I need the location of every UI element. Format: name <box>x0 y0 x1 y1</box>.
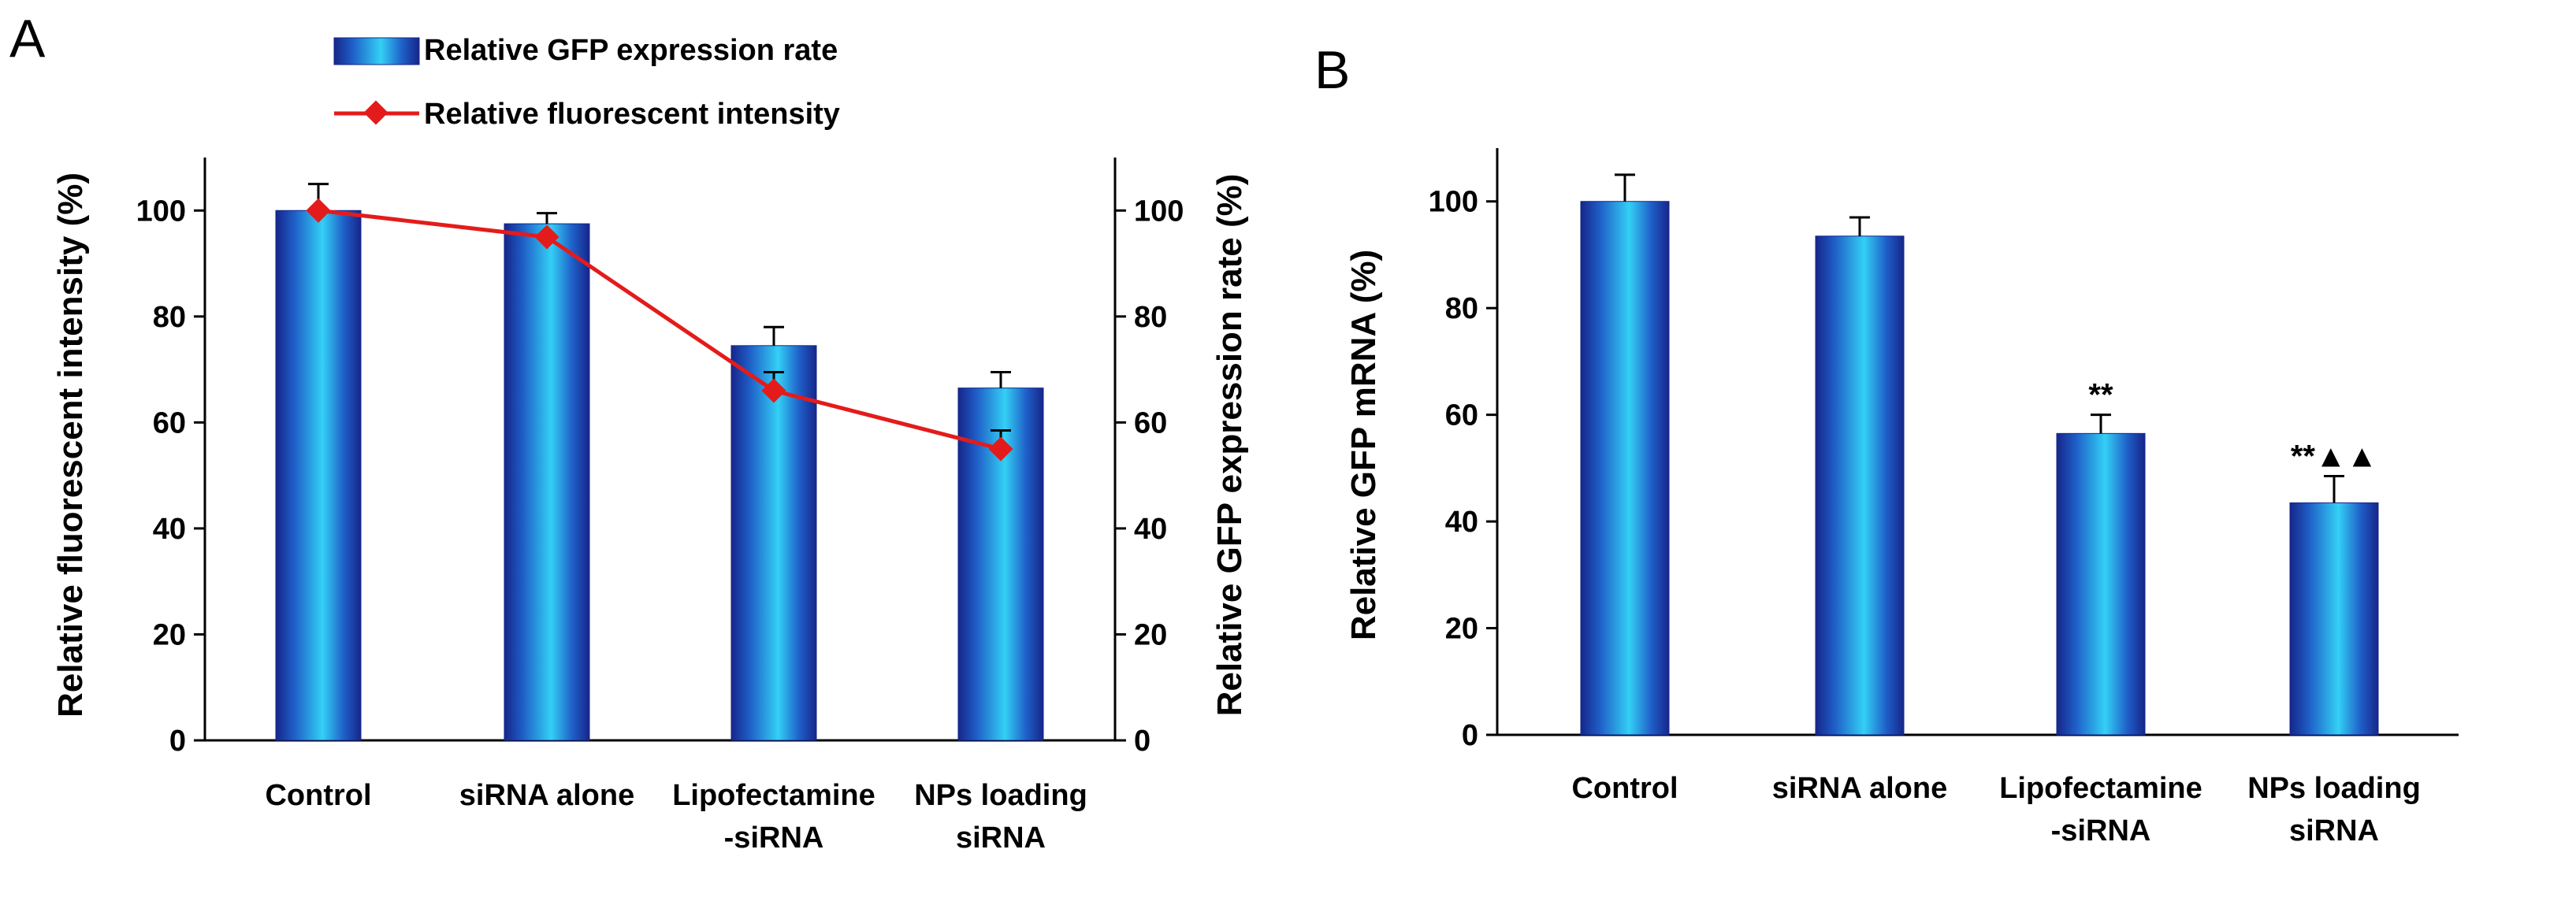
panel-a-right-tick-label: 60 <box>1134 406 1167 439</box>
panel-b-significance-label: ** <box>2088 378 2113 413</box>
legend-bar-label: Relative GFP expression rate <box>424 34 838 67</box>
panel-a-right-tick-label: 80 <box>1134 301 1167 334</box>
panel-b-category-label: -siRNA <box>2051 814 2151 847</box>
panel-a-line-point <box>761 378 786 403</box>
panel-a-ylabel: Relative fluorescent intensity (%) <box>51 172 90 718</box>
panel-a-category-label: Lipofectamine <box>672 779 875 812</box>
panel-a-y2label: Relative GFP expression rate (%) <box>1210 174 1249 717</box>
panel-a-left-tick-label: 20 <box>153 618 186 651</box>
panel-b-y-ticks: 0 20 40 60 80 100 <box>1429 186 1497 752</box>
panel-a-right-ticks: 0 20 40 60 80 100 <box>1115 195 1184 758</box>
panel-a-right-tick-label: 40 <box>1134 513 1167 546</box>
panel-b-category-label: NPs loading <box>2247 772 2421 805</box>
panel-a-left-tick-label: 40 <box>153 513 186 546</box>
panel-a-left-ticks: 0 20 40 60 80 100 <box>136 195 205 758</box>
panel-a-right-tick-label: 100 <box>1134 195 1184 228</box>
panel-a-category-label: -siRNA <box>724 821 824 855</box>
panel-a-bar <box>275 210 362 741</box>
panel-b-category-label: Control <box>1571 772 1678 805</box>
panel-a-right-tick-label: 0 <box>1134 725 1150 758</box>
panel-a-left-tick-label: 0 <box>169 725 186 758</box>
panel-a-right-tick-label: 20 <box>1134 618 1167 651</box>
panel-a-category-label: siRNA <box>956 821 1046 855</box>
panel-b-tick-label: 20 <box>1445 613 1478 646</box>
panel-a-label: A <box>9 9 46 69</box>
panel-b-bar <box>2056 432 2146 736</box>
panel-b-categories: Control siRNA alone Lipofectamine -siRNA NPs… <box>1571 772 2420 847</box>
panel-b-tick-label: 60 <box>1445 399 1478 432</box>
panel-a-category-label: Control <box>265 779 371 812</box>
panel-a-bar <box>730 345 817 741</box>
panel-b-bar <box>1815 235 1905 736</box>
panel-a-bars <box>275 183 1044 741</box>
legend-line-marker <box>363 100 388 125</box>
panel-b-significance-label: **▲▲ <box>2291 439 2377 474</box>
panel-a: A Relative GFP expression rate Relative … <box>9 9 1249 855</box>
legend-line-label: Relative fluorescent intensity <box>424 98 840 131</box>
panel-b-tick-label: 80 <box>1445 292 1478 325</box>
panel-b-category-label: siRNA <box>2289 814 2379 847</box>
panel-a-left-tick-label: 100 <box>136 195 186 228</box>
panel-a-line-point <box>306 198 331 223</box>
panel-a-category-label: siRNA alone <box>459 779 634 812</box>
panel-a-left-tick-label: 60 <box>153 406 186 439</box>
panel-b-tick-label: 100 <box>1429 186 1478 219</box>
panel-a-categories: Control siRNA alone Lipofectamine -siRNA NPs… <box>265 779 1087 855</box>
panel-b-label: B <box>1314 40 1350 100</box>
panel-a-line <box>318 208 1002 451</box>
panel-a-line-point <box>534 224 559 250</box>
panel-b-category-label: Lipofectamine <box>1999 772 2202 805</box>
panel-b-annotations: ** **▲▲ <box>2088 378 2377 474</box>
panel-a-category-label: NPs loading <box>914 779 1087 812</box>
panel-b: B 0 20 40 60 80 100 ** **▲▲ Control siRNA alone… <box>1314 40 2459 847</box>
legend: Relative GFP expression rate Relative fl… <box>333 34 840 131</box>
panel-b-category-label: siRNA alone <box>1772 772 1947 805</box>
panel-b-ylabel: Relative GFP mRNA (%) <box>1344 250 1383 640</box>
panel-a-left-tick-label: 80 <box>153 301 186 334</box>
panel-b-tick-label: 40 <box>1445 506 1478 539</box>
panel-a-bar <box>504 223 590 741</box>
panel-b-bar <box>1580 201 1670 736</box>
panel-b-tick-label: 0 <box>1462 719 1478 752</box>
panel-b-bars <box>1580 173 2379 736</box>
legend-bar-swatch <box>333 37 420 65</box>
panel-b-bar <box>2289 502 2379 736</box>
panel-a-line-series <box>306 198 1013 462</box>
